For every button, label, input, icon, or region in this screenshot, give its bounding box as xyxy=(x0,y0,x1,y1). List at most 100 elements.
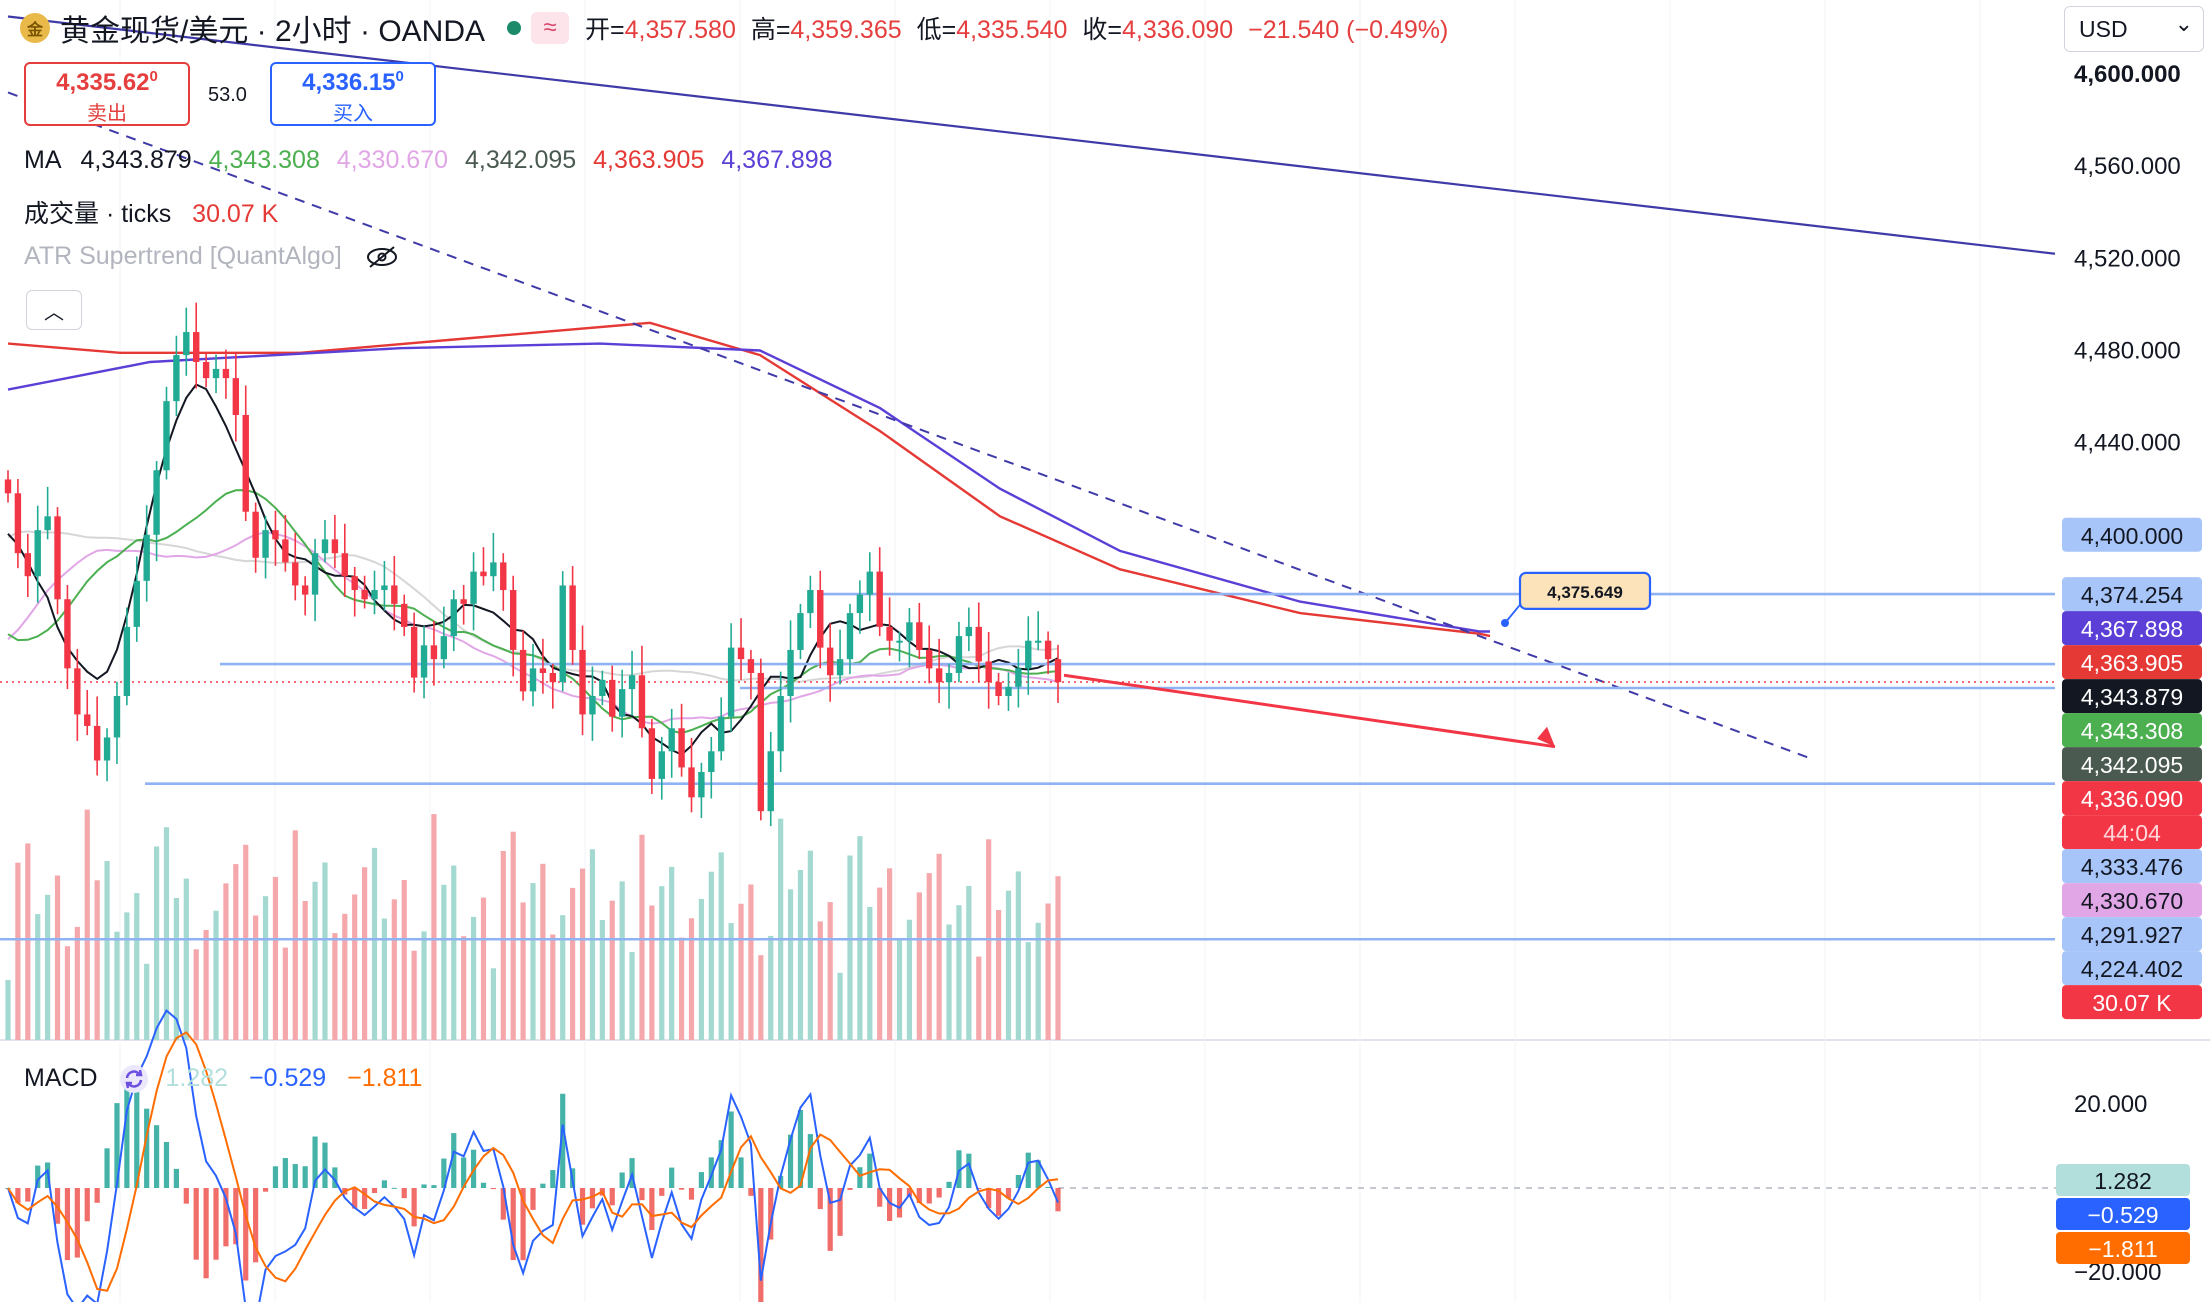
volume-bar xyxy=(144,963,150,1040)
low-label: 低= xyxy=(916,16,957,44)
price-label-bg xyxy=(2062,815,2202,850)
candle-body xyxy=(103,737,111,761)
candle-body xyxy=(391,585,398,604)
volume-bar xyxy=(520,902,526,1040)
candle-body xyxy=(460,599,467,604)
macd-hist-bar xyxy=(292,1164,298,1188)
forecast-arrowhead xyxy=(1537,726,1555,747)
ohlc-readout: 开=4,357.580 高=4,359.365 低=4,335.540 收=4,… xyxy=(585,10,1456,46)
gold-coin-icon: 金 xyxy=(20,13,50,43)
callout-text: 4,375.649 xyxy=(1547,583,1623,602)
volume-bar xyxy=(193,949,199,1040)
candle-body xyxy=(549,672,557,683)
volume-bar xyxy=(342,913,348,1040)
volume-bar xyxy=(649,905,655,1040)
macd-hist-bar xyxy=(84,1188,90,1222)
high-value: 4,359.365 xyxy=(790,16,902,44)
buy-button[interactable]: 4,336.150 买入 xyxy=(270,62,436,126)
candle-body xyxy=(609,679,616,717)
macd-hist-bar xyxy=(213,1188,219,1260)
candle-body xyxy=(628,675,636,690)
sell-button[interactable]: 4,335.620 卖出 xyxy=(24,62,190,126)
macd-hist-bar xyxy=(936,1188,942,1198)
macd-hist-bar xyxy=(510,1188,516,1261)
collapse-legend-button[interactable]: ︿ xyxy=(26,290,82,330)
candle-body xyxy=(371,590,378,600)
macd-hist-bar xyxy=(550,1170,556,1188)
sync-chart-icon[interactable]: ≈ xyxy=(531,12,570,44)
candle-body xyxy=(44,516,51,531)
volume-legend[interactable]: 成交量 · ticks 30.07 K xyxy=(24,194,278,230)
price-label-text: 30.07 K xyxy=(2092,990,2172,1016)
volume-bar xyxy=(74,926,80,1040)
atr-label: ATR Supertrend [QuantAlgo] xyxy=(24,242,342,270)
candle-body xyxy=(401,603,408,627)
currency-select[interactable]: USD ⌄ xyxy=(2064,6,2204,52)
volume-bar xyxy=(1055,876,1061,1040)
candle-body xyxy=(292,562,299,586)
macd-hist-bar xyxy=(272,1166,279,1188)
candle-body xyxy=(539,668,547,673)
price-label-bg xyxy=(2062,985,2202,1020)
volume-bar xyxy=(956,905,962,1040)
macd-hist-bar xyxy=(817,1188,823,1210)
atr-legend[interactable]: ATR Supertrend [QuantAlgo] xyxy=(24,242,399,271)
candle-body xyxy=(54,516,61,600)
macd-hist-bar xyxy=(649,1188,655,1230)
macd-hist-bar xyxy=(758,1188,764,1307)
hidden-eye-icon[interactable] xyxy=(365,245,399,269)
candle-body xyxy=(757,672,765,812)
macd-hist-bar xyxy=(302,1166,308,1188)
ma-legend[interactable]: MA 4,343.879 4,343.308 4,330.670 4,342.0… xyxy=(24,146,833,175)
symbol-title[interactable]: 黄金现货/美元 · 2小时 · OANDA xyxy=(60,15,486,48)
candle-body xyxy=(331,539,339,554)
candle-body xyxy=(212,368,220,379)
macd-hist-bar xyxy=(787,1134,794,1188)
volume-bar xyxy=(768,935,774,1040)
volume-bar xyxy=(678,937,685,1040)
macd-hist-bar xyxy=(312,1136,318,1188)
volume-bar xyxy=(698,899,704,1040)
macd-hist-bar xyxy=(688,1188,695,1200)
volume-bar xyxy=(421,931,427,1040)
candle-body xyxy=(708,751,715,773)
volume-bar xyxy=(272,876,279,1040)
refresh-icon[interactable] xyxy=(119,1064,149,1094)
macd-hist-bar xyxy=(253,1188,259,1263)
macd-hist-bar xyxy=(441,1158,447,1188)
volume-bar xyxy=(84,809,90,1040)
macd-hist-bar xyxy=(698,1172,704,1188)
candle-body xyxy=(123,626,131,696)
volume-bar xyxy=(887,868,893,1040)
macd-hist-bar xyxy=(183,1188,189,1204)
volume-bar xyxy=(579,868,586,1040)
volume-bar xyxy=(599,920,605,1040)
candle-body xyxy=(410,626,418,678)
macd-hist-bar xyxy=(530,1188,536,1210)
callout-box xyxy=(1518,571,1652,610)
price-label-text: 4,291.927 xyxy=(2081,922,2183,948)
moving-averages xyxy=(7,321,1491,756)
price-label-text: 4,336.090 xyxy=(2081,786,2183,812)
volume-bar xyxy=(124,912,130,1040)
volume-bar xyxy=(877,887,883,1040)
price-label-bg xyxy=(2062,781,2202,816)
candle-body xyxy=(836,659,844,676)
volume-bar xyxy=(708,871,714,1040)
volume-bar xyxy=(995,910,1002,1040)
macd-hist-bar xyxy=(619,1172,625,1188)
volume-bar xyxy=(1045,903,1051,1040)
volume-bar xyxy=(639,834,645,1040)
macd-hist-bar xyxy=(718,1140,724,1188)
price-label-bg xyxy=(2062,713,2202,748)
macd-legend[interactable]: MACD 1.282 −0.529 −1.811 xyxy=(24,1064,422,1094)
macd-hist-bar xyxy=(896,1188,903,1218)
macd-hist-bar xyxy=(25,1188,31,1202)
macd-label-text: −0.529 xyxy=(2088,1202,2159,1228)
price-label-bg xyxy=(2062,747,2202,782)
candle-body xyxy=(341,553,348,577)
volume-bar xyxy=(282,947,288,1040)
candle-body xyxy=(618,689,626,717)
